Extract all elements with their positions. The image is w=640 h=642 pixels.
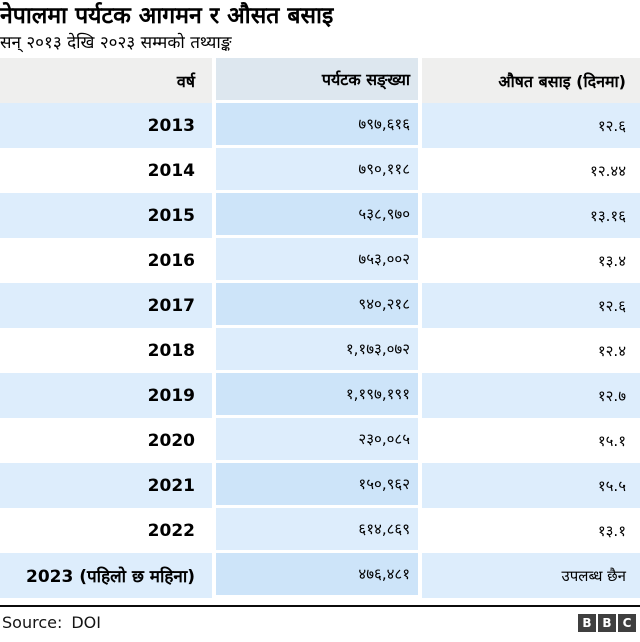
- year-cell: 2013: [0, 103, 212, 148]
- table-body: 2013 ७९७,६१६ १२.६ 2014 ७९०,११८ १२.४४ 201…: [0, 103, 640, 598]
- page-subtitle: सन् २०१३ देखि २०२३ सम्मको तथ्याङ्क: [0, 33, 232, 53]
- tourist-count-cell: १,१९७,१९१: [216, 373, 418, 418]
- table-row: 2019 १,१९७,१९१ १२.७: [0, 373, 640, 418]
- column-divider: [212, 328, 216, 373]
- column-divider: [212, 418, 216, 463]
- column-divider: [212, 238, 216, 283]
- column-header-average-stay: औषत बसाइ (दिनमा): [422, 58, 640, 103]
- bbc-logo-block: C: [618, 613, 636, 632]
- tourist-count-cell: ४७६,४८१: [216, 553, 418, 598]
- column-divider: [418, 553, 422, 598]
- tourist-count-cell: २३०,०८५: [216, 418, 418, 463]
- column-header-tourists: पर्यटक सङ्ख्या: [216, 58, 418, 103]
- column-divider: [212, 373, 216, 418]
- tourist-count-cell: ७५३,००२: [216, 238, 418, 283]
- average-stay-cell: १३.४: [422, 238, 640, 283]
- year-cell: 2022: [0, 508, 212, 553]
- tourist-count-cell: ७९७,६१६: [216, 103, 418, 148]
- year-cell: 2020: [0, 418, 212, 463]
- bbc-logo-block: B: [598, 613, 616, 632]
- year-cell: 2014: [0, 148, 212, 193]
- average-stay-cell: उपलब्ध छैन: [422, 553, 640, 598]
- bbc-logo-block: B: [578, 613, 596, 632]
- year-cell: 2016: [0, 238, 212, 283]
- average-stay-cell: १२.६: [422, 283, 640, 328]
- source-label: Source:: [2, 613, 63, 632]
- year-cell: 2017: [0, 283, 212, 328]
- column-divider: [212, 103, 216, 148]
- table-row: 2020 २३०,०८५ १५.१: [0, 418, 640, 463]
- table-row: 2023 (पहिलो छ महिना) ४७६,४८१ उपलब्ध छैन: [0, 553, 640, 598]
- column-divider: [418, 103, 422, 148]
- column-divider: [212, 283, 216, 328]
- data-table: वर्ष पर्यटक सङ्ख्या औषत बसाइ (दिनमा) 201…: [0, 58, 640, 598]
- average-stay-cell: १२.४: [422, 328, 640, 373]
- column-divider: [418, 148, 422, 193]
- table-row: 2013 ७९७,६१६ १२.६: [0, 103, 640, 148]
- column-divider: [212, 463, 216, 508]
- tourist-count-cell: ९४०,२१८: [216, 283, 418, 328]
- year-cell: 2023 (पहिलो छ महिना): [0, 553, 212, 598]
- column-header-year: वर्ष: [0, 58, 212, 103]
- average-stay-cell: १२.४४: [422, 148, 640, 193]
- column-divider: [418, 418, 422, 463]
- tourist-count-cell: १,१७३,०७२: [216, 328, 418, 373]
- year-cell: 2019: [0, 373, 212, 418]
- column-divider: [418, 328, 422, 373]
- table-row: 2014 ७९०,११८ १२.४४: [0, 148, 640, 193]
- tourist-count-cell: ६१४,८६९: [216, 508, 418, 553]
- bbc-logo: B B C: [578, 613, 636, 632]
- table-row: 2016 ७५३,००२ १३.४: [0, 238, 640, 283]
- year-cell: 2018: [0, 328, 212, 373]
- column-divider: [418, 238, 422, 283]
- table-row: 2018 १,१७३,०७२ १२.४: [0, 328, 640, 373]
- column-divider: [418, 58, 422, 103]
- average-stay-cell: १२.६: [422, 103, 640, 148]
- page-title: नेपालमा पर्यटक आगमन र औसत बसाइ: [0, 3, 334, 29]
- tourist-count-cell: ७९०,११८: [216, 148, 418, 193]
- column-divider: [418, 283, 422, 328]
- footer: Source: DOI B B C: [0, 605, 640, 632]
- table-row: 2021 १५०,९६२ १५.५: [0, 463, 640, 508]
- column-divider: [418, 373, 422, 418]
- column-divider: [212, 193, 216, 238]
- column-divider: [418, 193, 422, 238]
- column-divider: [418, 508, 422, 553]
- tourist-count-cell: १५०,९६२: [216, 463, 418, 508]
- column-divider: [212, 553, 216, 598]
- column-divider: [212, 58, 216, 103]
- column-divider: [212, 148, 216, 193]
- average-stay-cell: १२.७: [422, 373, 640, 418]
- average-stay-cell: १३.१६: [422, 193, 640, 238]
- tourist-count-cell: ५३८,९७०: [216, 193, 418, 238]
- year-cell: 2021: [0, 463, 212, 508]
- column-divider: [212, 508, 216, 553]
- table-row: 2022 ६१४,८६९ १३.१: [0, 508, 640, 553]
- source-attribution: Source: DOI: [2, 613, 101, 632]
- table-header-row: वर्ष पर्यटक सङ्ख्या औषत बसाइ (दिनमा): [0, 58, 640, 103]
- year-cell: 2015: [0, 193, 212, 238]
- average-stay-cell: १५.१: [422, 418, 640, 463]
- average-stay-cell: १५.५: [422, 463, 640, 508]
- table-row: 2017 ९४०,२१८ १२.६: [0, 283, 640, 328]
- column-divider: [418, 463, 422, 508]
- table-row: 2015 ५३८,९७० १३.१६: [0, 193, 640, 238]
- source-value: DOI: [71, 613, 101, 632]
- average-stay-cell: १३.१: [422, 508, 640, 553]
